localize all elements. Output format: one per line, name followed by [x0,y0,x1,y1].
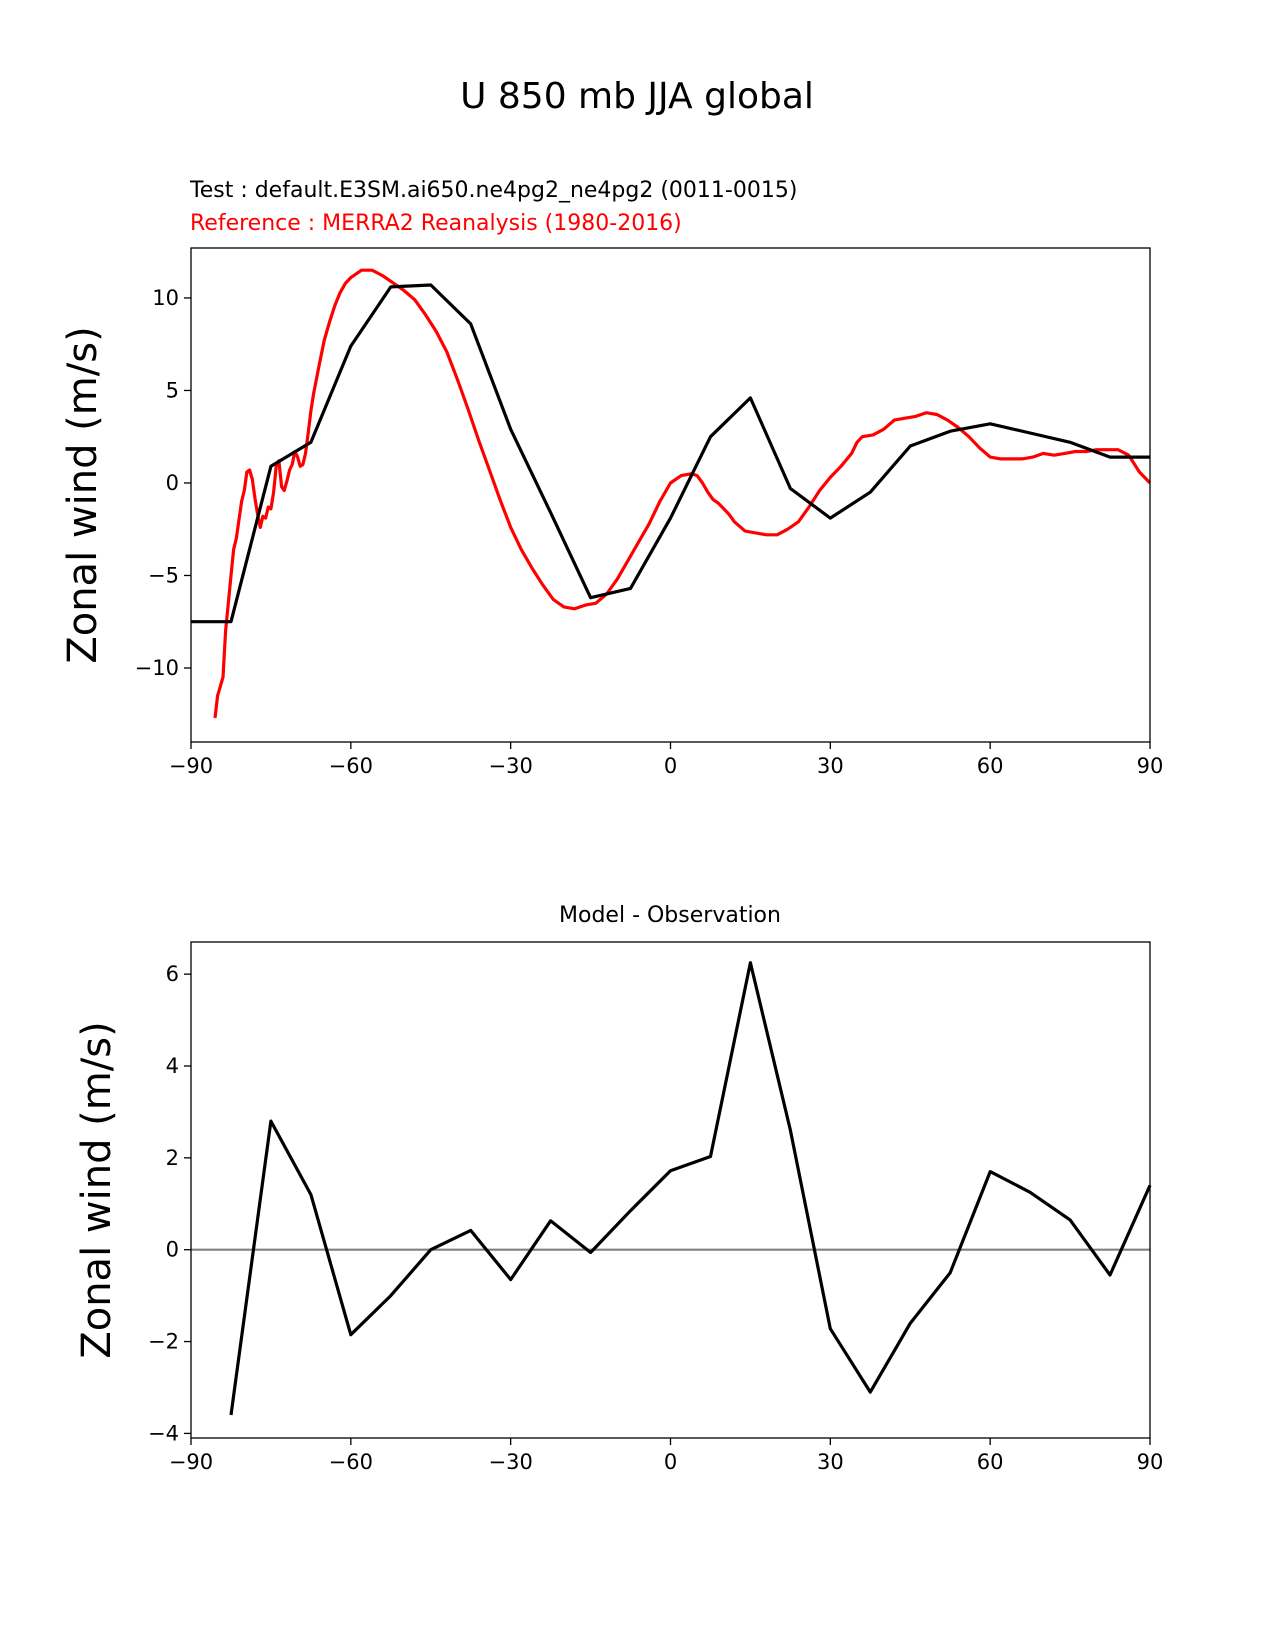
bottom-ytick-label: 2 [166,1146,179,1170]
bottom-title: Model - Observation [559,903,781,928]
top-series-reference [213,268,1152,719]
reference-label: Reference : MERRA2 Reanalysis (1980-2016… [190,211,682,236]
bottom-series-model-observation [229,961,1152,1416]
top-series-test [191,283,1150,624]
top-xtick-label: −90 [169,754,213,778]
top-xtick-label: 60 [977,754,1004,778]
top-ytick-label: −5 [148,563,179,587]
top-ytick-label: 0 [166,471,179,495]
bottom-ytick-label: 6 [166,962,179,986]
bottom-xtick-label: 0 [664,1450,677,1474]
top-ytick-label: 5 [166,378,179,402]
bottom-ytick-label: 4 [166,1054,179,1078]
bottom-xtick-label: 60 [977,1450,1004,1474]
bottom-ytick-label: −2 [148,1330,179,1354]
figure-title: U 850 mb JJA global [460,76,814,117]
top-xtick-label: 90 [1137,754,1164,778]
top-xtick-label: −30 [489,754,533,778]
top-panel: Test : default.E3SM.ai650.ne4pg2_ne4pg2 … [60,178,1163,778]
bottom-plot-frame [190,941,1151,1439]
bottom-ytick-label: 0 [166,1238,179,1262]
top-ytick-label: −10 [135,656,179,680]
bottom-xtick-label: 30 [817,1450,844,1474]
bottom-xtick-label: −60 [329,1450,373,1474]
top-xtick-label: 30 [817,754,844,778]
bottom-xtick-label: 90 [1137,1450,1164,1474]
test-label: Test : default.E3SM.ai650.ne4pg2_ne4pg2 … [189,178,797,203]
top-xtick-label: −60 [329,754,373,778]
bottom-panel: Model - Observation Zonal wind (m/s) −90… [74,903,1163,1474]
top-ylabel: Zonal wind (m/s) [60,326,106,663]
bottom-xtick-label: −30 [489,1450,533,1474]
top-plot-frame [190,247,1151,743]
top-ytick-label: 10 [152,286,179,310]
bottom-ylabel: Zonal wind (m/s) [74,1021,120,1358]
top-xtick-label: 0 [664,754,677,778]
bottom-xtick-label: −90 [169,1450,213,1474]
bottom-ytick-label: −4 [148,1421,179,1445]
